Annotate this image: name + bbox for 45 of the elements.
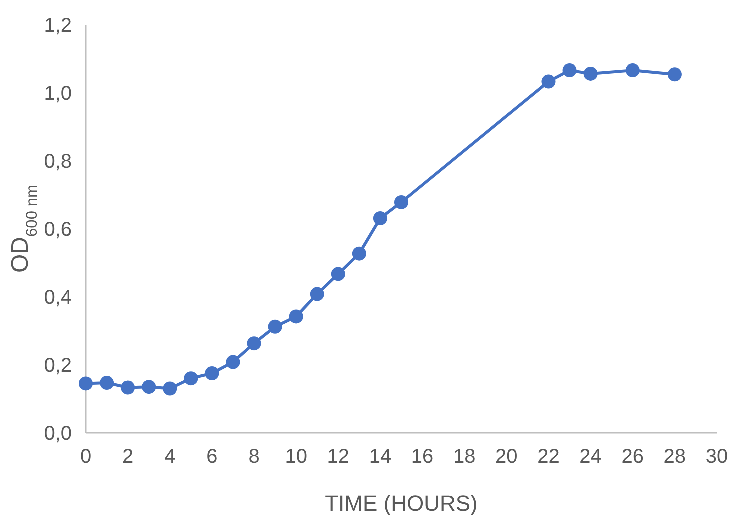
y-tick-label: 0,0 <box>44 423 72 445</box>
point <box>289 310 304 324</box>
point <box>247 336 262 351</box>
x-tick-label: 6 <box>206 446 218 468</box>
y-tick-label: 1,2 <box>44 15 72 37</box>
point <box>310 287 324 302</box>
y-tick-label: 1,0 <box>44 83 72 105</box>
point <box>626 64 640 78</box>
point <box>226 355 240 370</box>
point <box>79 376 93 391</box>
x-tick-label: 10 <box>285 446 308 468</box>
point <box>142 380 156 394</box>
point <box>121 380 136 395</box>
x-tick-label: 22 <box>538 446 560 468</box>
point <box>352 246 366 261</box>
point <box>542 74 556 89</box>
x-tick-label: 2 <box>122 446 134 468</box>
y-tick-label: 0,8 <box>44 151 72 173</box>
x-axis-title: TIME (HOURS) <box>325 491 478 516</box>
y-tick-label: 0,4 <box>44 287 72 309</box>
point <box>394 195 408 210</box>
y-tick-label: 0,6 <box>44 219 72 241</box>
x-tick-label: 20 <box>496 446 518 468</box>
point <box>184 372 198 386</box>
point <box>584 66 598 81</box>
point <box>100 376 114 390</box>
x-tick-label: 26 <box>622 446 644 468</box>
x-tick-label: 14 <box>369 446 392 468</box>
x-tick-label: 18 <box>453 446 476 468</box>
x-tick-label: 8 <box>248 446 260 468</box>
y-tick-label: 0,2 <box>44 355 72 377</box>
x-tick-label: 16 <box>411 446 434 468</box>
point <box>668 68 682 82</box>
point <box>373 211 388 226</box>
point <box>562 64 577 78</box>
point <box>163 382 178 396</box>
x-tick-label: 0 <box>80 446 92 468</box>
x-tick-label: 12 <box>327 446 350 468</box>
point <box>268 320 282 334</box>
x-tick-label: 28 <box>664 446 686 468</box>
point <box>205 366 220 380</box>
point <box>331 267 346 282</box>
x-tick-label: 4 <box>164 446 176 468</box>
x-tick-label: 24 <box>580 446 602 468</box>
x-tick-label: 30 <box>706 446 728 468</box>
